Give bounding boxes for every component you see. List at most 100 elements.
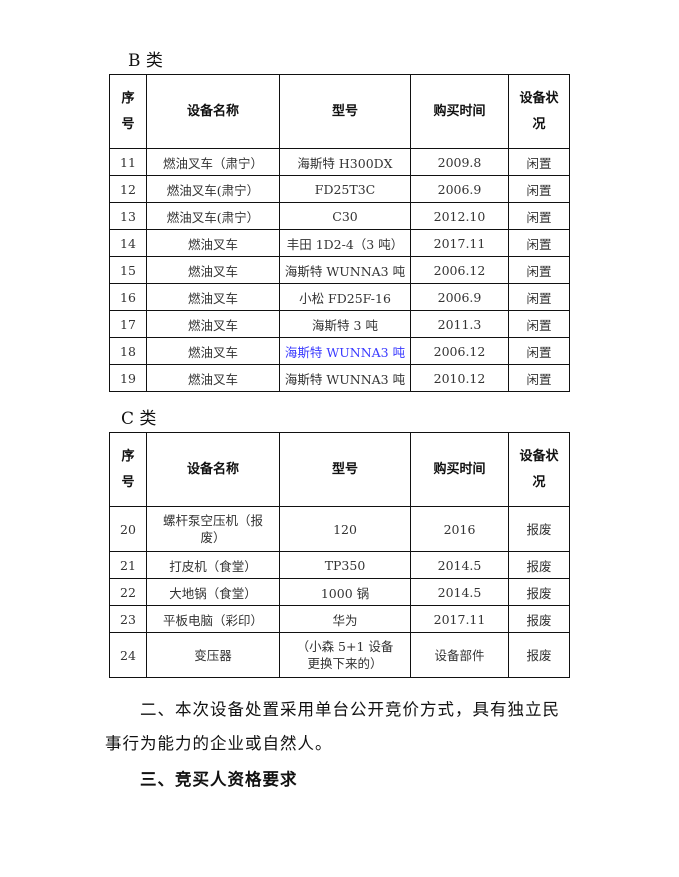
row-date: 2017.11 <box>410 605 509 633</box>
row-name: 燃油叉车（肃宁） <box>146 148 280 176</box>
row-status: 报废 <box>508 551 570 579</box>
row-date: 2006.9 <box>410 283 509 311</box>
row-name: 打皮机（食堂） <box>146 551 280 579</box>
row-status: 闲置 <box>508 256 570 284</box>
row-index: 12 <box>109 175 147 203</box>
header-name: 设备名称 <box>146 74 280 149</box>
row-status: 闲置 <box>508 310 570 338</box>
row-model: 120 <box>279 506 411 552</box>
table-row: 14 燃油叉车 丰田 1D2-4（3 吨） 2017.11 闲置 <box>109 229 570 257</box>
row-status: 闲置 <box>508 364 570 392</box>
header-status: 设备状况 <box>508 74 570 149</box>
row-index: 22 <box>109 578 147 606</box>
row-status: 闲置 <box>508 148 570 176</box>
header-model: 型号 <box>279 432 411 507</box>
table-row: 21 打皮机（食堂） TP350 2014.5 报废 <box>109 551 570 579</box>
table-row: 20 螺杆泵空压机（报废） 120 2016 报废 <box>109 506 570 552</box>
paragraph-line-2: 事行为能力的企业或自然人。 <box>105 734 333 753</box>
row-date: 2009.8 <box>410 148 509 176</box>
row-status: 报废 <box>508 632 570 678</box>
section-b-label: B 类 <box>128 51 163 71</box>
row-index: 24 <box>109 632 147 678</box>
row-name: 燃油叉车 <box>146 364 280 392</box>
row-status: 报废 <box>508 578 570 606</box>
row-model: FD25T3C <box>279 175 411 203</box>
row-status: 报废 <box>508 506 570 552</box>
row-model: 海斯特 WUNNA3 吨 <box>279 337 411 365</box>
row-index: 20 <box>109 506 147 552</box>
row-status: 闲置 <box>508 202 570 230</box>
row-model: 1000 锅 <box>279 578 411 606</box>
row-model: 海斯特 H300DX <box>279 148 411 176</box>
table-c: 序号 设备名称 型号 购买时间 设备状况 20 螺杆泵空压机（报废） 120 2016 报废 21… <box>109 432 570 678</box>
row-date: 设备部件 <box>410 632 509 678</box>
row-model: （小森 5+1 设备更换下来的） <box>279 632 411 678</box>
header-index: 序号 <box>109 74 147 149</box>
row-model: C30 <box>279 202 411 230</box>
row-index: 11 <box>109 148 147 176</box>
row-index: 19 <box>109 364 147 392</box>
row-status: 闲置 <box>508 229 570 257</box>
table-row: 15 燃油叉车 海斯特 WUNNA3 吨 2006.12 闲置 <box>109 256 570 284</box>
row-name: 螺杆泵空压机（报废） <box>146 506 280 552</box>
row-date: 2006.12 <box>410 256 509 284</box>
row-model: 海斯特 3 吨 <box>279 310 411 338</box>
row-name: 燃油叉车 <box>146 310 280 338</box>
row-date: 2006.9 <box>410 175 509 203</box>
header-name: 设备名称 <box>146 432 280 507</box>
row-model: 海斯特 WUNNA3 吨 <box>279 256 411 284</box>
row-name: 燃油叉车(肃宁） <box>146 175 280 203</box>
row-date: 2014.5 <box>410 578 509 606</box>
table-row: 22 大地锅（食堂） 1000 锅 2014.5 报废 <box>109 578 570 606</box>
row-index: 18 <box>109 337 147 365</box>
header-index: 序号 <box>109 432 147 507</box>
header-model: 型号 <box>279 74 411 149</box>
row-status: 闲置 <box>508 175 570 203</box>
row-date: 2012.10 <box>410 202 509 230</box>
row-name: 大地锅（食堂） <box>146 578 280 606</box>
row-name: 变压器 <box>146 632 280 678</box>
row-date: 2010.12 <box>410 364 509 392</box>
paragraph-line-1: 二、本次设备处置采用单台公开竞价方式，具有独立民 <box>140 700 560 719</box>
row-index: 23 <box>109 605 147 633</box>
table-row: 11 燃油叉车（肃宁） 海斯特 H300DX 2009.8 闲置 <box>109 148 570 176</box>
table-row: 12 燃油叉车(肃宁） FD25T3C 2006.9 闲置 <box>109 175 570 203</box>
row-date: 2014.5 <box>410 551 509 579</box>
row-date: 2006.12 <box>410 337 509 365</box>
row-index: 14 <box>109 229 147 257</box>
header-status: 设备状况 <box>508 432 570 507</box>
table-row: 16 燃油叉车 小松 FD25F-16 2006.9 闲置 <box>109 283 570 311</box>
row-date: 2011.3 <box>410 310 509 338</box>
row-status: 闲置 <box>508 283 570 311</box>
header-date: 购买时间 <box>410 74 509 149</box>
row-status: 报废 <box>508 605 570 633</box>
row-name: 燃油叉车 <box>146 337 280 365</box>
row-name: 燃油叉车 <box>146 229 280 257</box>
row-model: 小松 FD25F-16 <box>279 283 411 311</box>
heading-3: 三、竞买人资格要求 <box>140 770 298 789</box>
row-date: 2017.11 <box>410 229 509 257</box>
row-index: 13 <box>109 202 147 230</box>
table-row: 24 变压器 （小森 5+1 设备更换下来的） 设备部件 报废 <box>109 632 570 678</box>
row-name: 燃油叉车 <box>146 256 280 284</box>
table-row: 17 燃油叉车 海斯特 3 吨 2011.3 闲置 <box>109 310 570 338</box>
row-name: 燃油叉车 <box>146 283 280 311</box>
row-index: 17 <box>109 310 147 338</box>
row-model: TP350 <box>279 551 411 579</box>
row-index: 15 <box>109 256 147 284</box>
row-name: 平板电脑（彩印） <box>146 605 280 633</box>
row-model: 海斯特 WUNNA3 吨 <box>279 364 411 392</box>
row-status: 闲置 <box>508 337 570 365</box>
row-index: 21 <box>109 551 147 579</box>
row-index: 16 <box>109 283 147 311</box>
table-b: 序号 设备名称 型号 购买时间 设备状况 11 燃油叉车（肃宁） 海斯特 H300DX 200… <box>109 74 570 392</box>
row-model: 华为 <box>279 605 411 633</box>
table-row: 13 燃油叉车(肃宁） C30 2012.10 闲置 <box>109 202 570 230</box>
row-date: 2016 <box>410 506 509 552</box>
row-model: 丰田 1D2-4（3 吨） <box>279 229 411 257</box>
section-c-label: C 类 <box>121 409 157 429</box>
row-name: 燃油叉车(肃宁） <box>146 202 280 230</box>
table-row: 23 平板电脑（彩印） 华为 2017.11 报废 <box>109 605 570 633</box>
table-row: 18 燃油叉车 海斯特 WUNNA3 吨 2006.12 闲置 <box>109 337 570 365</box>
header-date: 购买时间 <box>410 432 509 507</box>
